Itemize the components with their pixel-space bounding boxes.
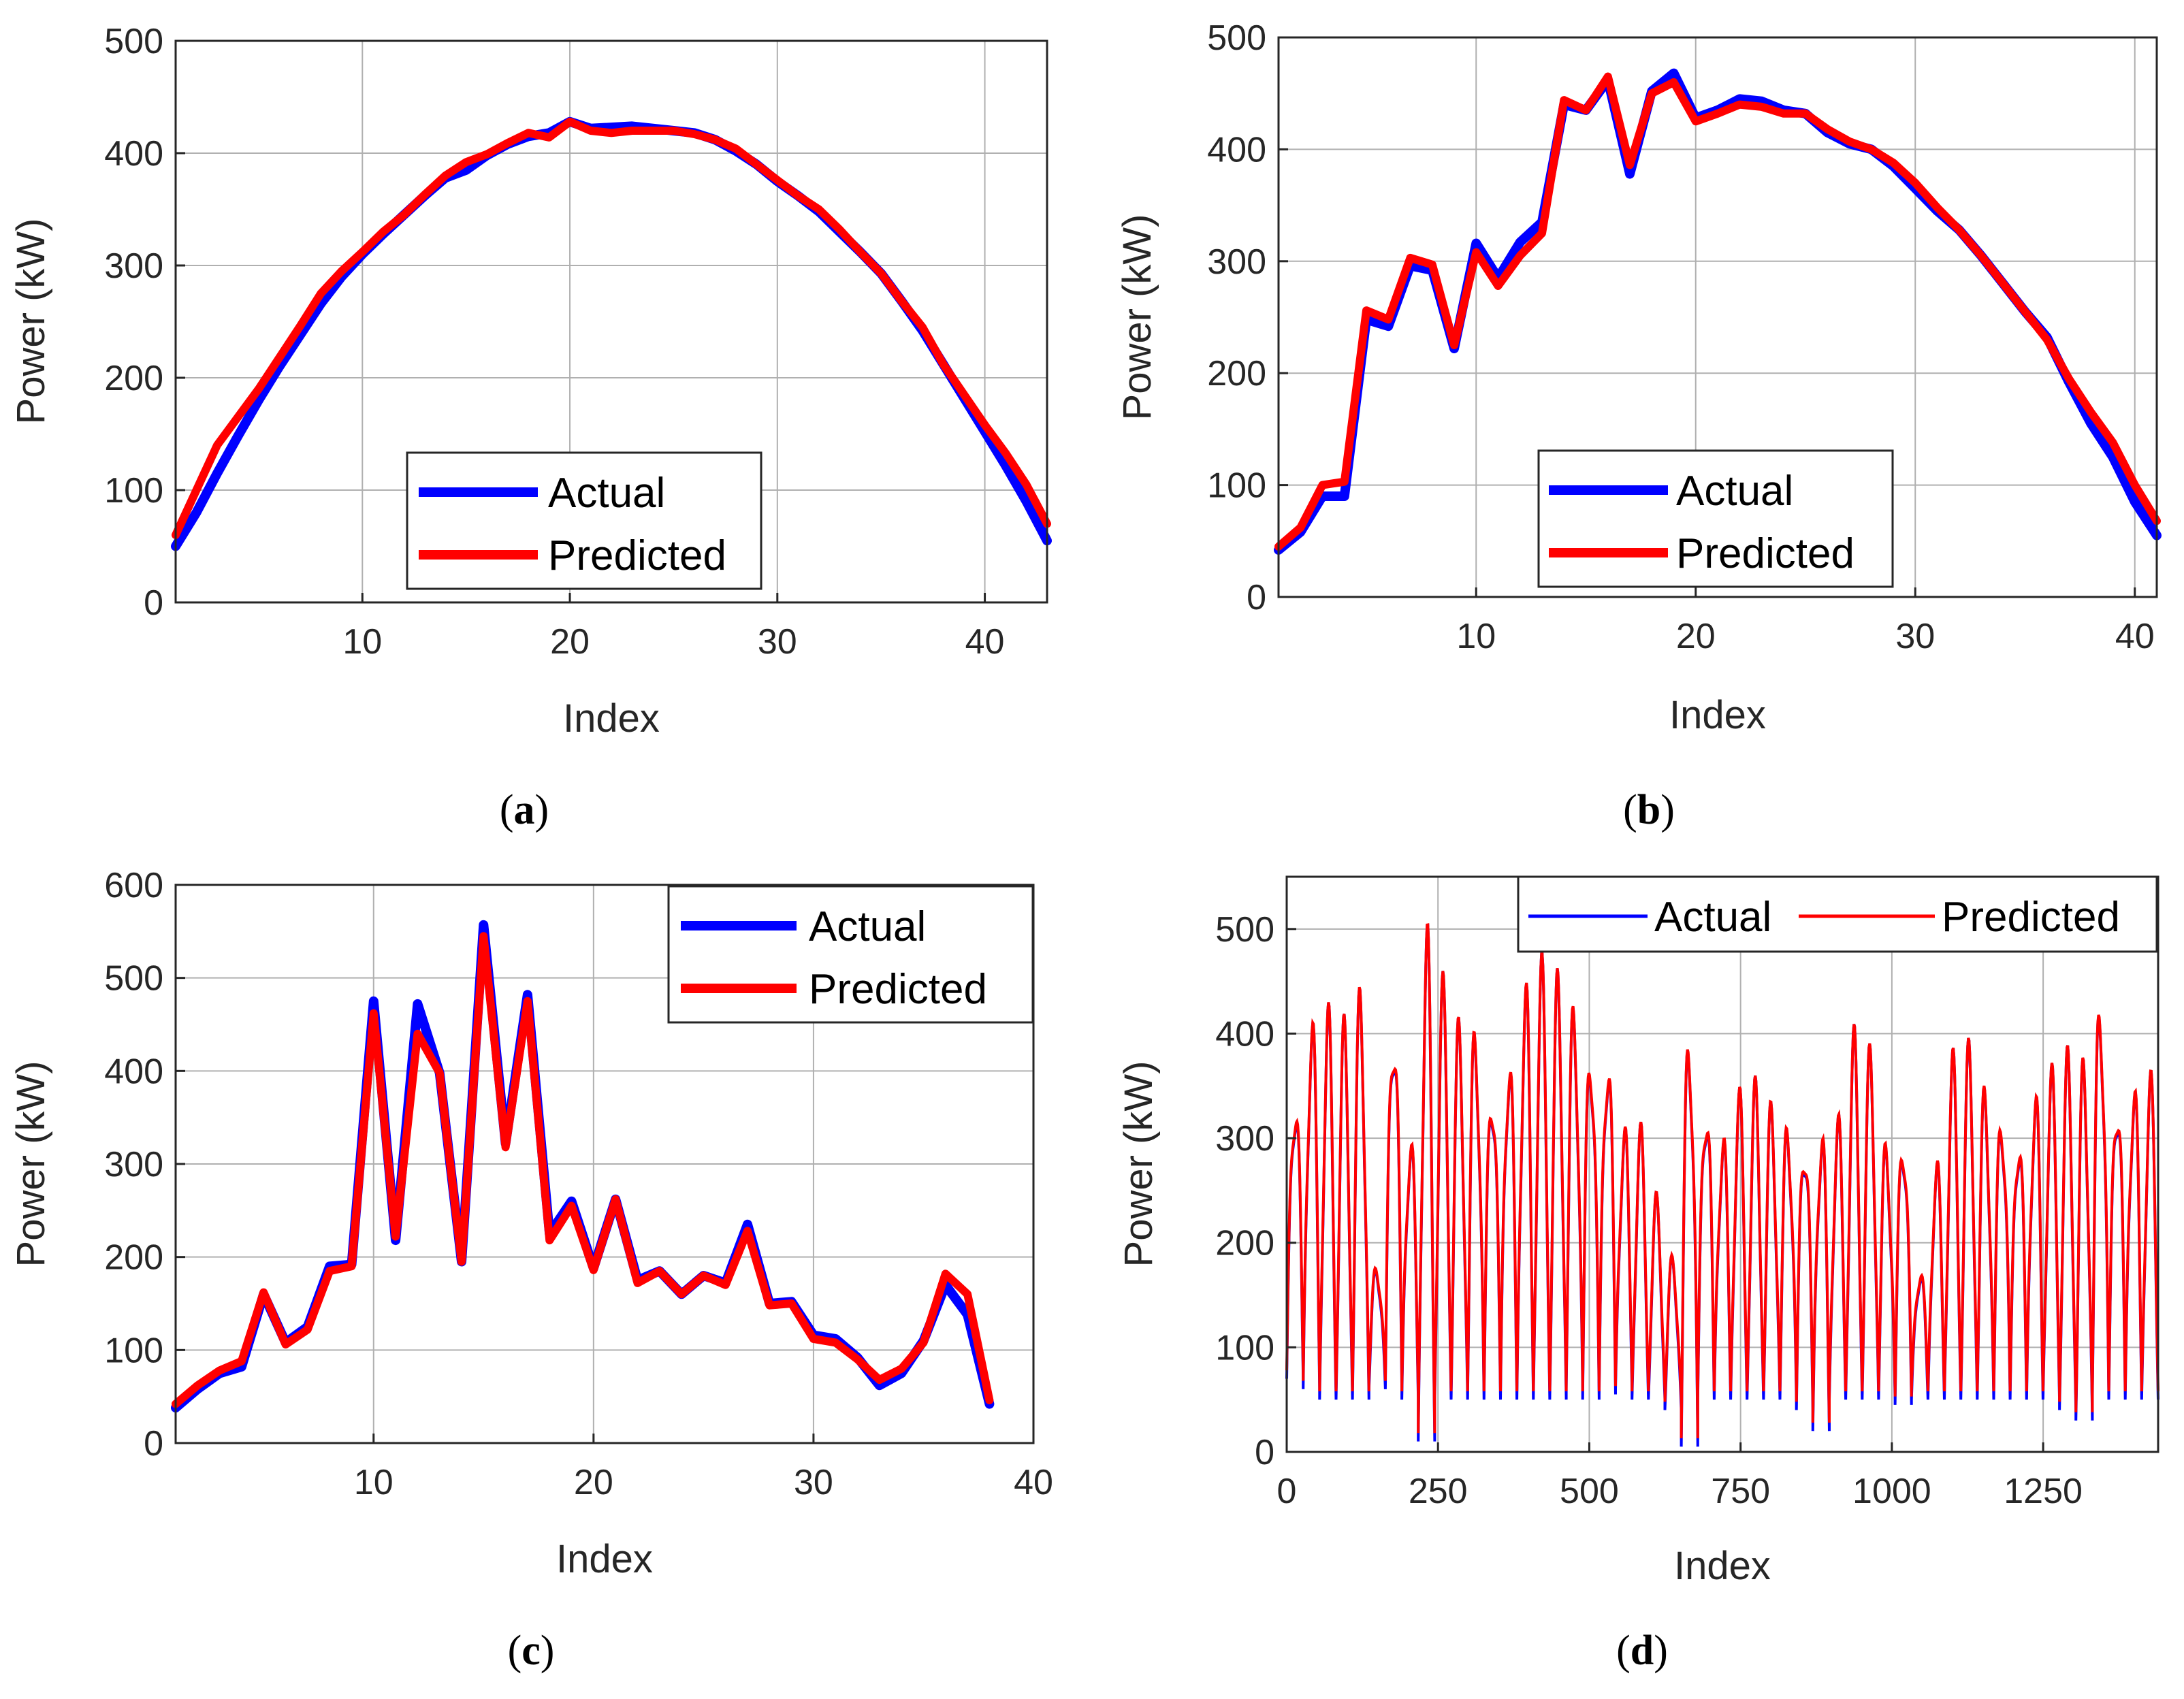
y-tick-label: 200 <box>1207 354 1266 393</box>
x-tick-label: 0 <box>1277 1472 1297 1511</box>
y-tick-label: 400 <box>1215 1014 1274 1054</box>
x-tick-label: 30 <box>758 622 797 662</box>
y-tick-label: 400 <box>104 134 163 174</box>
axes-box <box>174 39 1048 604</box>
axes-box <box>1277 36 2158 598</box>
panel-label: (d) <box>1616 1628 1668 1674</box>
y-tick-label: 200 <box>104 359 163 398</box>
y-axis-label: Power (kW) <box>1115 214 1159 421</box>
panel-label: (c) <box>508 1628 555 1674</box>
y-axis-label: Power (kW) <box>1117 1061 1161 1267</box>
x-tick-label: 40 <box>965 622 1005 662</box>
series-line-predicted <box>172 117 1051 539</box>
x-tick-label: 40 <box>1014 1463 1053 1502</box>
series-line-predicted <box>172 932 994 1408</box>
y-tick-label: 500 <box>104 22 163 61</box>
legend-label-predicted: Predicted <box>548 532 726 579</box>
y-tick-label: 300 <box>104 1145 163 1184</box>
x-axis-label: Index <box>563 696 660 741</box>
y-tick-label: 100 <box>104 1331 163 1370</box>
legend-label-predicted: Predicted <box>809 966 987 1013</box>
legend-box <box>667 885 1034 1024</box>
x-tick-label: 20 <box>1676 617 1716 656</box>
legend-label-actual: Actual <box>1654 894 1771 941</box>
y-tick-label: 300 <box>104 246 163 286</box>
y-tick-label: 300 <box>1207 242 1266 282</box>
y-tick-label: 200 <box>1215 1224 1274 1263</box>
panel-label: (a) <box>500 787 549 833</box>
legend: Actual Predicted <box>667 885 1034 1024</box>
legend-label-actual: Actual <box>548 470 665 517</box>
x-tick-label: 10 <box>354 1463 394 1502</box>
y-tick-label: 0 <box>1247 578 1266 617</box>
x-axis-label: Index <box>556 1537 653 1581</box>
legend-box <box>1537 449 1894 588</box>
panel-label: (b) <box>1623 787 1675 833</box>
y-tick-label: 0 <box>1255 1433 1274 1472</box>
legend-box <box>1517 875 2158 953</box>
x-tick-label: 30 <box>1895 617 1935 656</box>
legend: Actual Predicted <box>406 451 762 590</box>
y-tick-label: 0 <box>144 583 163 623</box>
x-tick-label: 1000 <box>1852 1472 1931 1511</box>
y-tick-label: 200 <box>104 1238 163 1278</box>
legend: Actual Predicted <box>1517 875 2158 953</box>
y-tick-label: 0 <box>144 1424 163 1463</box>
x-tick-label: 1250 <box>2004 1472 2083 1511</box>
legend-box <box>406 451 762 590</box>
y-tick-label: 400 <box>1207 130 1266 169</box>
legend: Actual Predicted <box>1537 449 1894 588</box>
legend-label-predicted: Predicted <box>1676 530 1854 577</box>
legend-label-predicted: Predicted <box>1942 894 2120 941</box>
x-tick-label: 20 <box>574 1463 613 1502</box>
legend-label-actual: Actual <box>1676 468 1793 515</box>
x-tick-label: 40 <box>2115 617 2155 656</box>
y-tick-label: 500 <box>1215 910 1274 950</box>
x-tick-label: 750 <box>1711 1472 1770 1511</box>
y-tick-label: 100 <box>1207 466 1266 506</box>
y-tick-label: 300 <box>1215 1119 1274 1159</box>
chart-d: 0 250 500 750 1000 1250 0 100 200 300 400 500 Index P… <box>1117 875 2159 1674</box>
y-axis-label: Power (kW) <box>9 219 53 425</box>
y-axis-label: Power (kW) <box>9 1061 53 1267</box>
legend-label-actual: Actual <box>809 903 926 950</box>
series-line-predicted <box>1285 923 2159 1439</box>
y-tick-label: 500 <box>1207 18 1266 58</box>
y-tick-label: 500 <box>104 959 163 999</box>
y-tick-label: 100 <box>104 471 163 511</box>
y-tick-label: 100 <box>1215 1328 1274 1368</box>
x-tick-label: 10 <box>342 622 382 662</box>
y-tick-label: 400 <box>104 1052 163 1091</box>
x-tick-label: 10 <box>1456 617 1496 656</box>
y-tick-label: 600 <box>104 866 163 905</box>
x-axis-label: Index <box>1674 1544 1771 1588</box>
x-axis-label: Index <box>1669 693 1766 737</box>
x-tick-label: 30 <box>794 1463 833 1502</box>
x-tick-label: 250 <box>1409 1472 1468 1511</box>
series-line-predicted <box>1274 72 2161 551</box>
x-tick-label: 20 <box>550 622 590 662</box>
x-tick-label: 500 <box>1560 1472 1619 1511</box>
